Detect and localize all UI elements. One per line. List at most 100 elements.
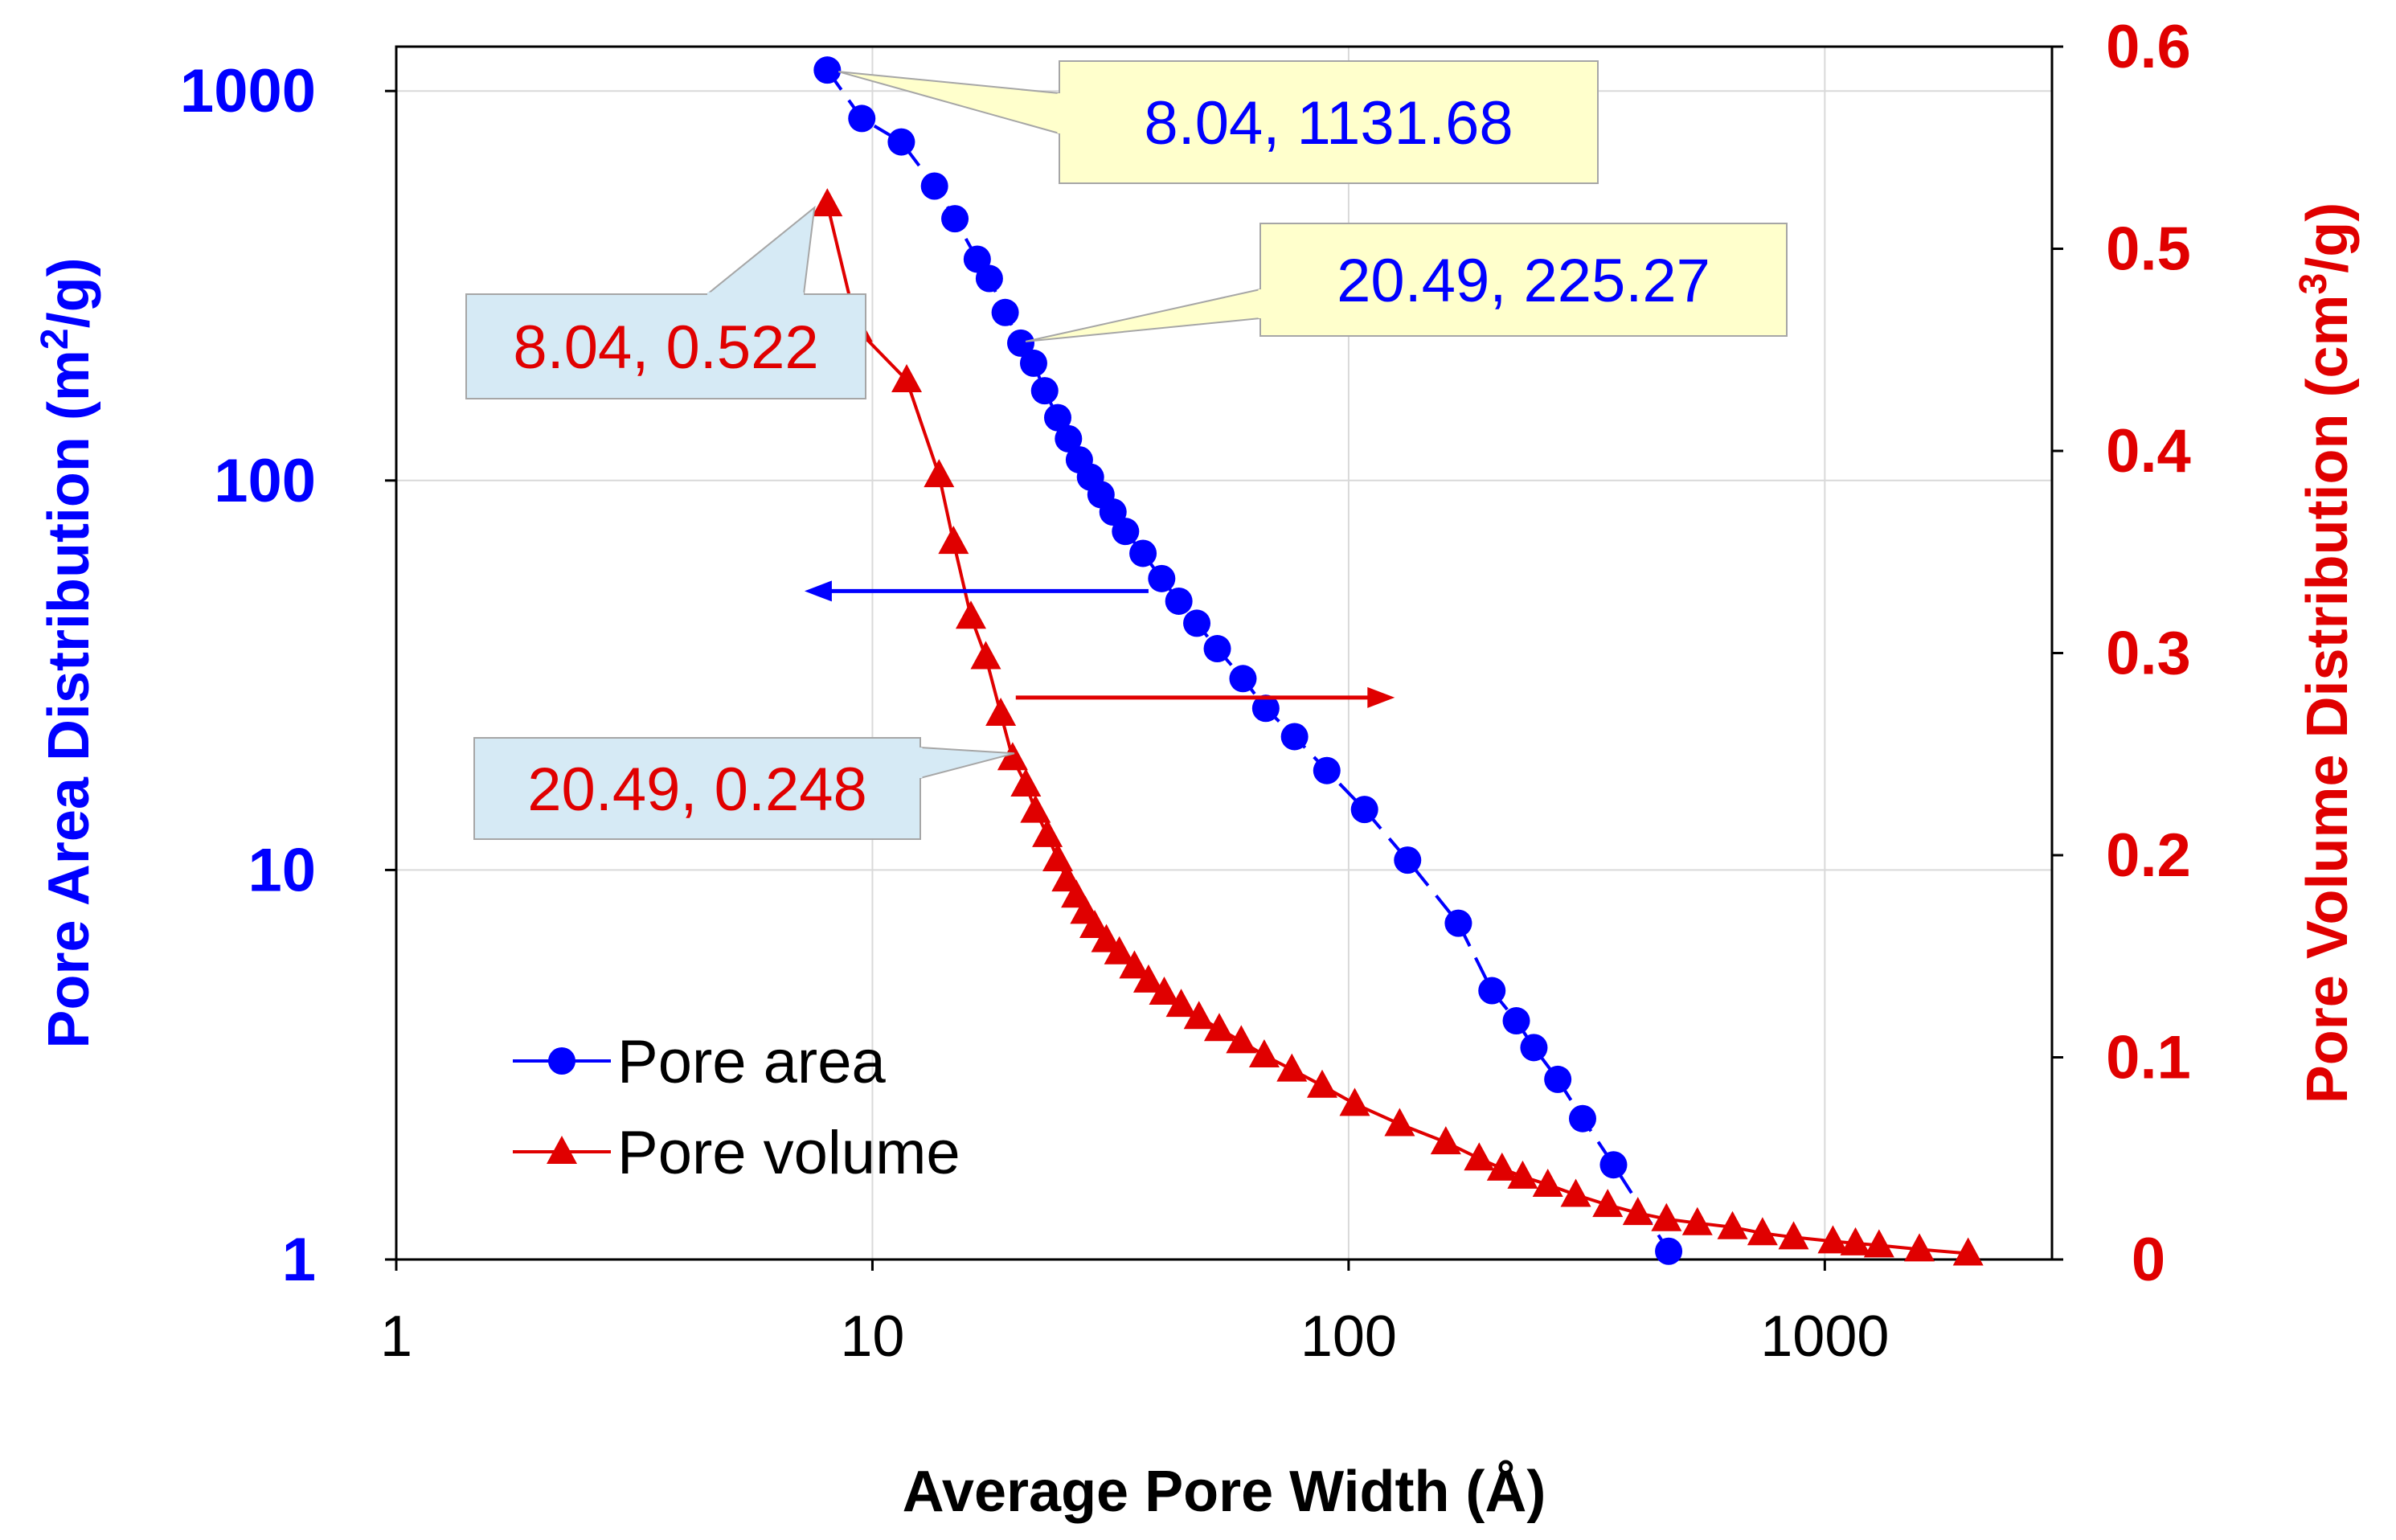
callout-area-second-label: 20.49, 225.27 bbox=[1337, 247, 1710, 315]
pore-area-point bbox=[1394, 846, 1422, 874]
left-axis-title-unit: /g) bbox=[37, 257, 101, 328]
pore-volume-point bbox=[1817, 1225, 1849, 1254]
pore-volume-point bbox=[1904, 1233, 1935, 1262]
x-tick-label: 1000 bbox=[1760, 1304, 1889, 1369]
pore-volume-point bbox=[1681, 1206, 1713, 1235]
pore-area-point bbox=[887, 128, 915, 156]
pore-volume-point bbox=[812, 188, 843, 217]
pore-area-point bbox=[1044, 403, 1072, 432]
pore-area-point bbox=[1444, 909, 1472, 937]
right-tick-label: 0.2 bbox=[2106, 821, 2191, 890]
right-axis-title-text: Pore Volume Distribution (cm bbox=[2296, 294, 2360, 1104]
legend-area-label: Pore area bbox=[617, 1028, 886, 1096]
pore-area-point bbox=[1030, 377, 1059, 405]
pore-volume-point bbox=[1339, 1087, 1370, 1116]
pore-area-point bbox=[920, 172, 948, 200]
right-axis-title: Pore Volume Distribution (cm3/g) bbox=[2292, 203, 2360, 1104]
pore-volume-point bbox=[1165, 989, 1197, 1018]
pore-volume-point bbox=[1119, 950, 1150, 979]
right-tick-label: 0.1 bbox=[2106, 1024, 2191, 1092]
pore-volume-axis-arrow-head bbox=[1367, 686, 1395, 708]
pore-volume-point bbox=[1622, 1197, 1653, 1226]
pore-volume-point bbox=[1042, 843, 1074, 872]
right-axis-title-superscript: 3 bbox=[2292, 273, 2335, 295]
pore-volume-point bbox=[985, 697, 1017, 726]
pore-volume-point bbox=[924, 459, 955, 488]
pore-area-point bbox=[1007, 329, 1035, 357]
pore-area-point bbox=[1520, 1034, 1548, 1062]
pore-area-point bbox=[1099, 498, 1127, 526]
pore-volume-point bbox=[1226, 1025, 1257, 1054]
callout-volume-first-box bbox=[465, 293, 866, 399]
pore-volume-point bbox=[1430, 1126, 1461, 1155]
pore-volume-point bbox=[1560, 1178, 1591, 1207]
right-tick-label: 0.3 bbox=[2106, 620, 2191, 688]
x-tick-label: 1 bbox=[380, 1304, 412, 1369]
pore-volume-point bbox=[1104, 936, 1135, 965]
pore-volume-point bbox=[1863, 1229, 1894, 1258]
series-markers bbox=[812, 56, 1984, 1266]
pore-area-point bbox=[1655, 1237, 1683, 1265]
pore-volume-point bbox=[1020, 794, 1051, 823]
pore-volume-point bbox=[1132, 964, 1164, 993]
x-axis-title: Average Pore Width (Å) bbox=[903, 1460, 1546, 1524]
pore-volume-point bbox=[1091, 924, 1122, 952]
right-tick-label: 0.5 bbox=[2106, 215, 2191, 284]
pore-volume-point bbox=[1032, 818, 1063, 847]
pore-volume-point bbox=[1717, 1210, 1748, 1239]
callout-area-first-box bbox=[1059, 60, 1599, 184]
pore-volume-point bbox=[1149, 977, 1180, 1006]
callout-volume-first-label: 8.04, 0.522 bbox=[513, 313, 818, 382]
axis-titles: Average Pore Width (Å) Pore Area Distribu… bbox=[34, 203, 2360, 1524]
pore-area-point bbox=[1478, 977, 1506, 1005]
pore-area-point bbox=[1544, 1065, 1572, 1093]
legend-volume-marker bbox=[547, 1136, 577, 1164]
right-tick-label: 0.6 bbox=[2106, 13, 2191, 81]
pore-area-point bbox=[941, 205, 969, 233]
pore-volume-point bbox=[938, 526, 969, 555]
pore-area-point bbox=[991, 298, 1019, 326]
left-axis-title-superscript: 2 bbox=[34, 328, 76, 350]
tick-labels: 1 10 100 1000 1 10 100 1000 0 0.1 0.2 0.3 0.4 0.5 0.6 bbox=[180, 13, 2191, 1369]
pore-volume-point bbox=[1486, 1152, 1517, 1181]
pore-volume-point bbox=[1384, 1108, 1415, 1137]
pore-area-point bbox=[1350, 796, 1378, 824]
pore-area-point bbox=[1568, 1104, 1596, 1132]
pore-volume-point bbox=[1507, 1160, 1538, 1189]
pore-area-point bbox=[1251, 694, 1280, 723]
pore-area-point bbox=[1019, 349, 1047, 377]
callout-area-second-box bbox=[1259, 223, 1788, 337]
pore-area-point bbox=[1280, 723, 1309, 751]
pore-volume-point bbox=[1532, 1168, 1563, 1197]
pore-volume-point bbox=[1592, 1189, 1624, 1218]
right-tick-label: 0.4 bbox=[2106, 417, 2191, 485]
pore-area-point bbox=[848, 104, 876, 133]
legend-area-marker bbox=[548, 1047, 575, 1075]
pore-volume-point bbox=[1079, 910, 1111, 939]
pore-volume-point bbox=[1651, 1202, 1682, 1231]
axis-arrows bbox=[804, 580, 1395, 708]
left-axis-title: Pore Area Distribution (m2/g) bbox=[34, 257, 101, 1048]
pore-volume-point bbox=[1778, 1221, 1809, 1250]
legend-volume-label: Pore volume bbox=[617, 1119, 960, 1187]
left-tick-label: 10 bbox=[248, 836, 316, 904]
pore-volume-point bbox=[955, 600, 986, 629]
pore-volume-point bbox=[1306, 1069, 1337, 1098]
pore-area-point bbox=[1129, 539, 1157, 567]
left-tick-label: 100 bbox=[214, 447, 316, 515]
pore-volume-point bbox=[1010, 768, 1042, 797]
pore-area-point bbox=[1203, 635, 1231, 663]
pore-area-point bbox=[1313, 756, 1341, 784]
pore-area-axis-arrow-head bbox=[804, 580, 832, 602]
pore-area-point bbox=[1055, 424, 1083, 453]
pore-volume-point bbox=[1840, 1227, 1871, 1255]
pore-volume-point bbox=[1203, 1013, 1235, 1042]
left-tick-label: 1000 bbox=[180, 57, 316, 125]
data-callouts: 8.04, 1131.68 20.49, 225.27 8.04, 0.522 20.… bbox=[465, 60, 1788, 840]
pore-area-point bbox=[1183, 609, 1211, 637]
legend: Pore area Pore volume bbox=[513, 1028, 960, 1187]
pore-volume-point bbox=[997, 742, 1028, 771]
pore-volume-point bbox=[970, 641, 1001, 670]
